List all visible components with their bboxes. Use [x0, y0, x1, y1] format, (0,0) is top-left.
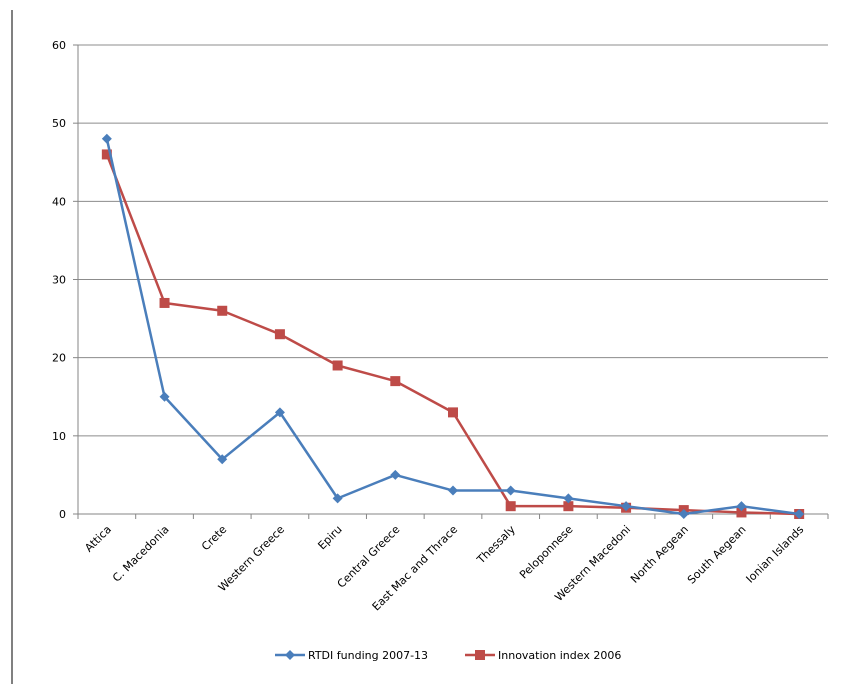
legend: RTDI funding 2007-13 Innovation index 200… — [275, 649, 621, 662]
series-layer — [101, 133, 805, 519]
data-point — [448, 485, 458, 496]
data-point — [332, 360, 343, 371]
data-point — [332, 493, 343, 504]
data-point — [505, 501, 516, 512]
x-category-label: Attica — [82, 523, 114, 555]
legend-marker — [285, 650, 295, 660]
y-tick-label: 50 — [52, 117, 66, 130]
series-line — [105, 153, 800, 516]
x-category-label: North Aegean — [628, 523, 691, 586]
data-point — [274, 329, 285, 340]
data-point — [563, 493, 574, 504]
x-category-label: South Aegean — [685, 523, 749, 587]
gridlines — [73, 44, 829, 519]
x-category-label: Crete — [199, 523, 229, 553]
data-point — [563, 501, 574, 512]
data-point — [101, 149, 112, 160]
x-category-label: Peloponnese — [517, 523, 576, 582]
y-tick-label: 10 — [52, 430, 66, 443]
legend-label: Innovation index 2006 — [498, 649, 621, 662]
data-point — [736, 501, 747, 512]
data-point — [736, 507, 747, 518]
x-category-label: Thessaly — [474, 523, 518, 567]
series-1 — [101, 133, 805, 519]
y-tick-label: 0 — [59, 508, 66, 521]
data-point — [159, 297, 170, 308]
data-point — [448, 407, 458, 418]
x-category-label: C. Macedonia — [110, 523, 172, 585]
x-category-label: Epiru — [315, 523, 344, 552]
series-2 — [101, 149, 805, 519]
y-tick-label: 40 — [52, 195, 66, 208]
legend-marker — [475, 650, 485, 660]
data-point — [678, 509, 689, 519]
series-line — [105, 138, 800, 516]
legend-label: RTDI funding 2007-13 — [308, 649, 428, 662]
legend-item-1: RTDI funding 2007-13 — [275, 649, 428, 662]
y-axis-ticks: 0 10 20 30 40 50 60 — [52, 39, 66, 521]
data-point — [794, 509, 805, 519]
data-point — [159, 391, 170, 402]
data-point — [101, 133, 112, 144]
data-point — [621, 501, 632, 512]
x-category-label: Ionian Islands — [744, 523, 807, 586]
data-point — [390, 469, 401, 480]
data-point — [390, 376, 401, 387]
data-point — [274, 407, 285, 418]
data-point — [217, 305, 228, 316]
y-tick-label: 20 — [52, 352, 66, 365]
data-point — [505, 485, 516, 496]
legend-item-2: Innovation index 2006 — [465, 649, 621, 662]
y-tick-label: 30 — [52, 274, 66, 287]
y-tick-label: 60 — [52, 39, 66, 52]
data-point — [217, 454, 228, 465]
